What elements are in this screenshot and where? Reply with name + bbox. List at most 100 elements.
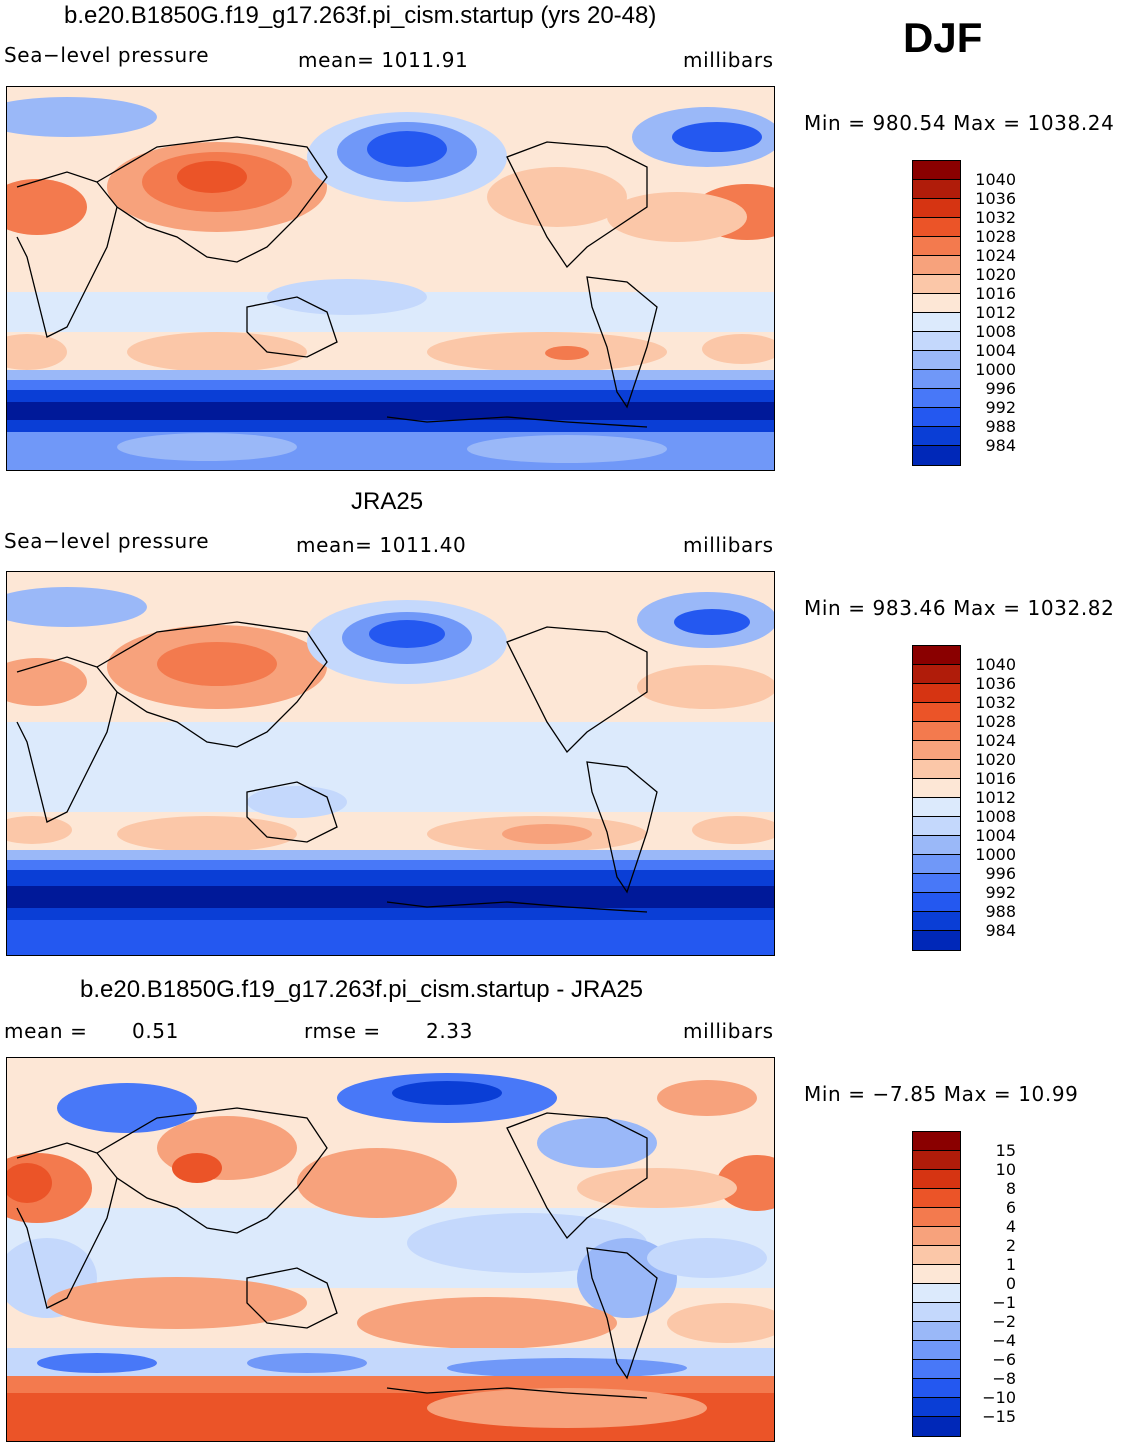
tick-label: 1032 [975,208,1016,227]
panel2-units: millibars [683,533,774,557]
swatch [913,1208,960,1227]
swatch [913,1322,960,1341]
tick-label: 996 [985,379,1016,398]
swatch [913,684,960,703]
swatch [913,1417,960,1436]
tick-label: 1020 [975,265,1016,284]
tick-label: 1012 [975,303,1016,322]
panel2-title: JRA25 [351,488,424,515]
season-label: DJF [903,14,983,61]
tick-label: 992 [985,398,1016,417]
swatch [913,427,960,446]
panel3-mean-label: mean = [4,1019,88,1043]
panel1-colorbar [912,160,961,466]
tick-label: 1016 [975,284,1016,303]
tick-label: 0 [1005,1274,1016,1293]
tick-label: 1028 [975,227,1016,246]
swatch [913,1151,960,1170]
swatch [913,741,960,760]
swatch [913,1132,960,1151]
panel3-colorbar [912,1131,961,1437]
tick-label: 1008 [975,807,1016,826]
swatch [913,256,960,275]
panel1-map [6,86,775,471]
tick-label: 10 [995,1160,1016,1179]
swatch [913,1265,960,1284]
tick-label: 1040 [975,655,1016,674]
tick-label: 4 [1005,1217,1016,1236]
swatch [913,351,960,370]
swatch [913,408,960,427]
panel1-title: b.e20.B1850G.f19_g17.263f.pi_cism.startu… [64,2,657,29]
tick-label: 1024 [975,731,1016,750]
swatch [913,912,960,931]
panel1-mean: mean= 1011.91 [298,48,469,72]
tick-label: 992 [985,883,1016,902]
panel3-title: b.e20.B1850G.f19_g17.263f.pi_cism.startu… [80,976,644,1003]
swatch [913,1284,960,1303]
panel1-minmax: Min = 980.54 Max = 1038.24 [804,111,1115,135]
swatch [913,1170,960,1189]
tick-label: 1020 [975,750,1016,769]
tick-label: −6 [992,1350,1016,1369]
swatch [913,218,960,237]
swatch [913,446,960,465]
swatch [913,703,960,722]
swatch [913,836,960,855]
swatch [913,275,960,294]
swatch [913,1379,960,1398]
tick-label: 1028 [975,712,1016,731]
swatch [913,722,960,741]
swatch [913,1360,960,1379]
swatch [913,180,960,199]
swatch [913,199,960,218]
panel3-rmse-label: rmse = [304,1019,381,1043]
swatch [913,332,960,351]
panel2-minmax: Min = 983.46 Max = 1032.82 [804,596,1115,620]
panel3-minmax: Min = −7.85 Max = 10.99 [804,1082,1079,1106]
tick-label: 984 [985,436,1016,455]
swatch [913,1303,960,1322]
tick-label: 1000 [975,845,1016,864]
tick-label: 1036 [975,189,1016,208]
swatch [913,893,960,912]
tick-label: 984 [985,921,1016,940]
tick-label: 15 [995,1141,1016,1160]
tick-label: 1032 [975,693,1016,712]
swatch [913,389,960,408]
tick-label: 8 [1005,1179,1016,1198]
swatch [913,1398,960,1417]
tick-label: 6 [1005,1198,1016,1217]
tick-label: 1040 [975,170,1016,189]
tick-label: 1 [1005,1255,1016,1274]
tick-label: 988 [985,902,1016,921]
swatch [913,646,960,665]
swatch [913,294,960,313]
swatch [913,1189,960,1208]
swatch [913,1227,960,1246]
tick-label: −1 [992,1293,1016,1312]
swatch [913,779,960,798]
tick-label: 1024 [975,246,1016,265]
panel2-mean: mean= 1011.40 [296,533,467,557]
swatch [913,760,960,779]
tick-label: 1008 [975,322,1016,341]
swatch [913,798,960,817]
tick-label: −10 [982,1388,1016,1407]
swatch [913,237,960,256]
panel2-map [6,571,775,956]
panel2-colorbar [912,645,961,951]
swatch [913,313,960,332]
tick-label: 1036 [975,674,1016,693]
swatch [913,1341,960,1360]
swatch [913,665,960,684]
swatch [913,161,960,180]
tick-label: 988 [985,417,1016,436]
panel3-rmse-value: 2.33 [426,1019,473,1043]
swatch [913,855,960,874]
panel3-units: millibars [683,1019,774,1043]
tick-label: −4 [992,1331,1016,1350]
tick-label: 996 [985,864,1016,883]
tick-label: −2 [992,1312,1016,1331]
panel1-variable: Sea−level pressure [4,43,210,67]
